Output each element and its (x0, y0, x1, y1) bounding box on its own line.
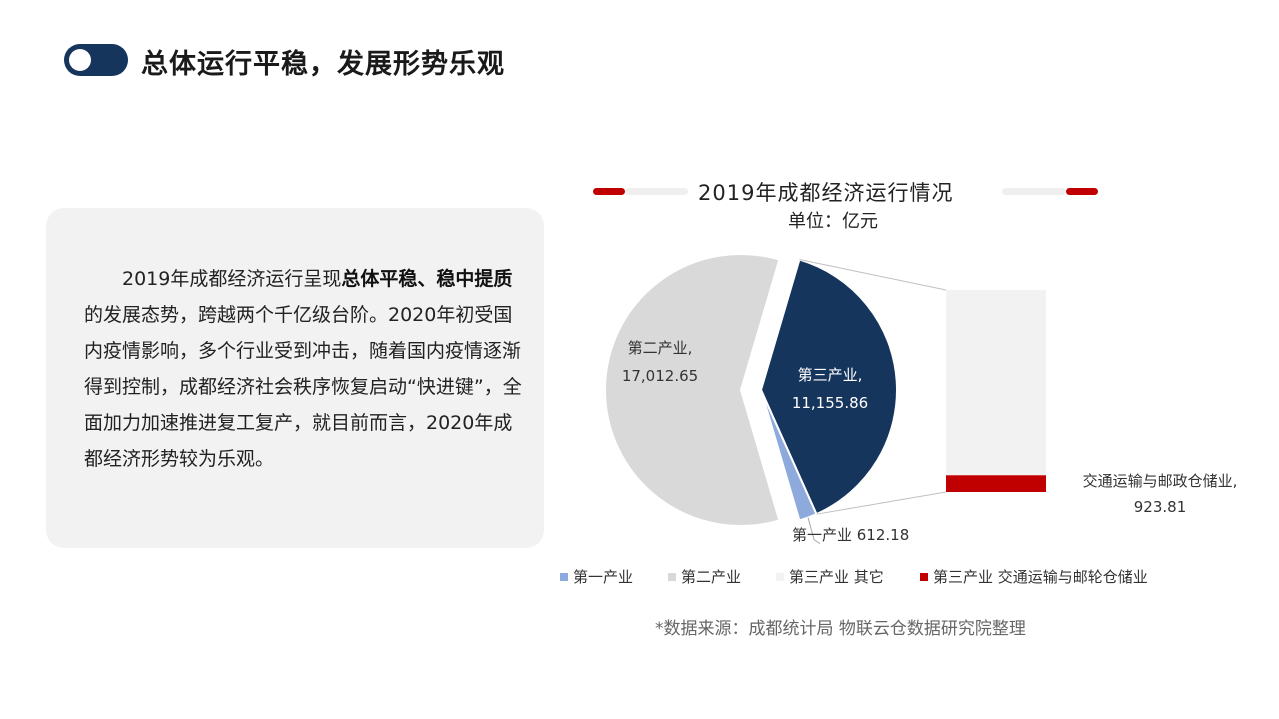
chart-unit: 单位：亿元 (788, 211, 878, 232)
legend-item: 第二产业 (668, 566, 741, 587)
legend-item: 第三产业 交通运输与邮轮仓储业 (920, 566, 1148, 587)
pie-of-bar-chart: 第二产业, 17,012.65 第三产业, 11,155.86 第一产业 612.18 交… (603, 253, 1238, 545)
summary-part-2: 的发展态势，跨越两个千亿级台阶。2020年初受国内疫情影响，多个行业受到冲击，随… (84, 304, 522, 470)
connector-top (799, 259, 947, 291)
label-transport-value: 923.81 (1134, 498, 1187, 516)
legend-item: 第三产业 其它 (776, 566, 884, 587)
summary-text: 2019年成都经济运行呈现总体平稳、稳中提质的发展态势，跨越两个千亿级台阶。20… (84, 261, 524, 477)
label-secondary-name: 第二产业, (628, 339, 693, 357)
legend-label: 第三产业 其它 (789, 568, 884, 586)
legend-swatch (776, 573, 784, 581)
bar-segment-other (946, 290, 1046, 476)
title-deco-right-grey (1002, 188, 1066, 195)
toggle-decoration (64, 44, 128, 76)
page-title: 总体运行平稳，发展形势乐观 (141, 49, 505, 80)
legend-swatch (668, 573, 676, 581)
label-secondary-value: 17,012.65 (622, 367, 698, 385)
bar-segment-transport (946, 475, 1046, 492)
pie-slice-primary (760, 389, 818, 522)
leader-primary (807, 517, 821, 545)
label-primary: 第一产业 612.18 (792, 526, 909, 544)
title-deco-left-grey (625, 188, 688, 195)
legend-label: 第三产业 交通运输与邮轮仓储业 (933, 568, 1148, 586)
label-tertiary-value: 11,155.86 (792, 394, 868, 412)
legend-swatch (560, 573, 568, 581)
legend-label: 第二产业 (681, 568, 742, 586)
pie-slice-tertiary (759, 258, 898, 516)
chart-title: 2019年成都经济运行情况 (698, 181, 954, 205)
label-tertiary-name: 第三产业, (798, 366, 863, 384)
title-deco-left-red (593, 188, 625, 195)
summary-card: 2019年成都经济运行呈现总体平稳、稳中提质的发展态势，跨越两个千亿级台阶。20… (46, 208, 544, 548)
legend-item: 第一产业 (560, 566, 633, 587)
toggle-knob (69, 49, 91, 71)
connector-bottom (816, 491, 947, 515)
title-deco-right-red (1066, 188, 1098, 195)
legend-label: 第一产业 (573, 568, 634, 586)
summary-bold: 总体平稳、稳中提质 (341, 268, 513, 290)
label-transport-name: 交通运输与邮政仓储业, (1083, 472, 1238, 490)
pie-slice-secondary (603, 253, 781, 527)
data-source: *数据来源：成都统计局 物联云仓数据研究院整理 (655, 619, 1026, 639)
legend-swatch (920, 573, 928, 581)
summary-part-1: 2019年成都经济运行呈现 (122, 268, 342, 290)
